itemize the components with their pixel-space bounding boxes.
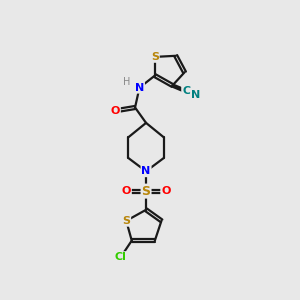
Text: Cl: Cl — [115, 252, 127, 262]
Text: C: C — [182, 86, 190, 96]
Text: N: N — [191, 90, 200, 100]
Text: H: H — [123, 77, 130, 87]
Text: S: S — [122, 216, 130, 226]
Text: O: O — [122, 186, 131, 196]
Text: O: O — [161, 186, 170, 196]
Text: O: O — [111, 106, 120, 116]
Text: S: S — [142, 184, 151, 198]
Text: N: N — [135, 83, 144, 93]
Text: S: S — [151, 52, 159, 62]
Text: N: N — [141, 166, 151, 176]
